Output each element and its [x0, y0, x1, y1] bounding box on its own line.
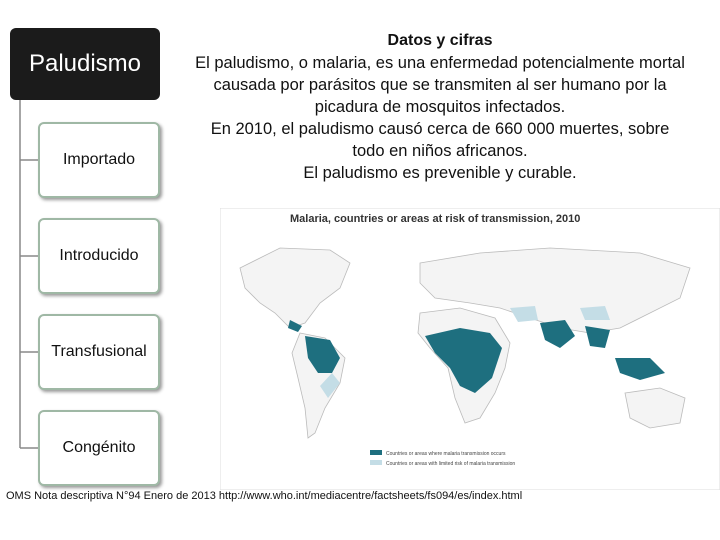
facts-line: todo en niños africanos.	[352, 142, 528, 160]
facts-title: Datos y cifras	[387, 32, 493, 49]
facts-line: En 2010, el paludismo causó cerca de 660…	[210, 120, 670, 138]
facts-line: causada por parásitos que se transmiten …	[213, 76, 667, 94]
map-legend: Countries or areas where malaria transmi…	[386, 451, 506, 457]
facts-line: picadura de mosquitos infectados.	[314, 98, 566, 116]
sidebar-item: Introducido	[38, 218, 160, 294]
map: Malaria, countries or areas at risk of t…	[220, 208, 720, 490]
sidebar-item: Congénito	[38, 410, 160, 486]
facts-line: El paludismo es prevenible y curable.	[303, 164, 577, 182]
map-title: Malaria, countries or areas at risk of t…	[290, 213, 580, 225]
map-legend: Countries or areas with limited risk of …	[386, 461, 515, 467]
facts: Datos y cifras El paludismo, o malaria, …	[160, 30, 720, 184]
footer: OMS Nota descriptiva N°94 Enero de 2013 …	[6, 490, 523, 502]
sidebar-title: Paludismo	[10, 28, 160, 100]
sidebar-item: Importado	[38, 122, 160, 198]
facts-line: El paludismo, o malaria, es una enfermed…	[195, 54, 685, 72]
sidebar-item: Transfusional	[38, 314, 160, 390]
